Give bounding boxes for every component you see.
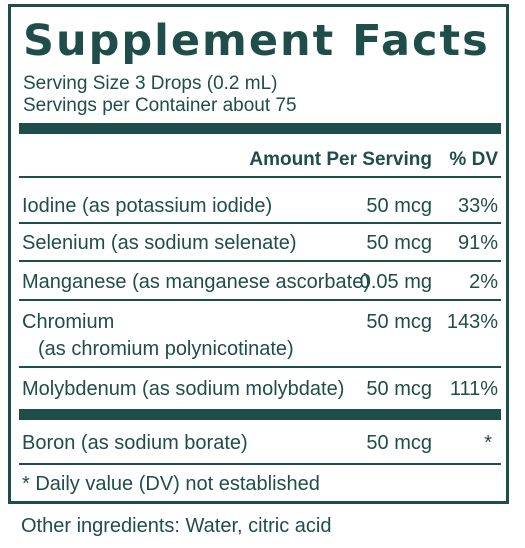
nutrient-dv: 33%	[457, 195, 498, 217]
nutrient-amount: 50 mcg	[366, 311, 432, 333]
nutrient-dv: 91%	[457, 232, 498, 254]
nutrient-name: Manganese (as manganese ascorbate)	[22, 271, 370, 293]
row-rule	[19, 222, 501, 224]
serving-size: Serving Size 3 Drops (0.2 mL)	[23, 73, 278, 94]
amount-per-serving-header: Amount Per Serving	[249, 149, 432, 170]
other-ingredients: Other ingredients: Water, citric acid	[21, 515, 332, 537]
nutrient-dv: 143%	[446, 311, 498, 333]
nutrient-dv: 111%	[449, 378, 498, 400]
nutrient-name: Selenium (as sodium selenate)	[22, 232, 297, 254]
nutrient-name: Molybdenum (as sodium molybdate)	[22, 378, 345, 400]
bottom-rule	[19, 463, 501, 465]
nutrient-amount: 50 mcg	[366, 232, 432, 254]
supplement-facts-panel: Supplement Facts Serving Size 3 Drops (0…	[8, 4, 509, 504]
row-rule	[19, 260, 501, 262]
header-rule	[19, 176, 501, 178]
dv-footnote: * Daily value (DV) not established	[22, 473, 320, 495]
nutrient-amount: 50 mcg	[366, 432, 432, 454]
nutrient-amount: 50 mcg	[366, 378, 432, 400]
panel-title: Supplement Facts	[23, 16, 490, 66]
nutrient-name: Chromium	[22, 311, 115, 333]
nutrient-name: Boron (as sodium borate)	[22, 432, 248, 454]
top-divider-bar	[19, 123, 501, 134]
nutrient-dv: 2%	[469, 271, 498, 293]
nutrient-amount: 0.05 mg	[359, 271, 432, 293]
mid-divider-bar	[19, 409, 501, 420]
nutrient-name: Iodine (as potassium iodide)	[22, 195, 273, 217]
servings-per-container: Servings per Container about 75	[23, 95, 297, 116]
dv-header: % DV	[449, 149, 498, 170]
nutrient-name-source: (as chromium polynicotinate)	[38, 338, 294, 360]
row-rule	[19, 299, 501, 301]
nutrient-amount: 50 mcg	[366, 195, 432, 217]
nutrient-dv: *	[484, 432, 492, 454]
row-rule	[19, 366, 501, 368]
